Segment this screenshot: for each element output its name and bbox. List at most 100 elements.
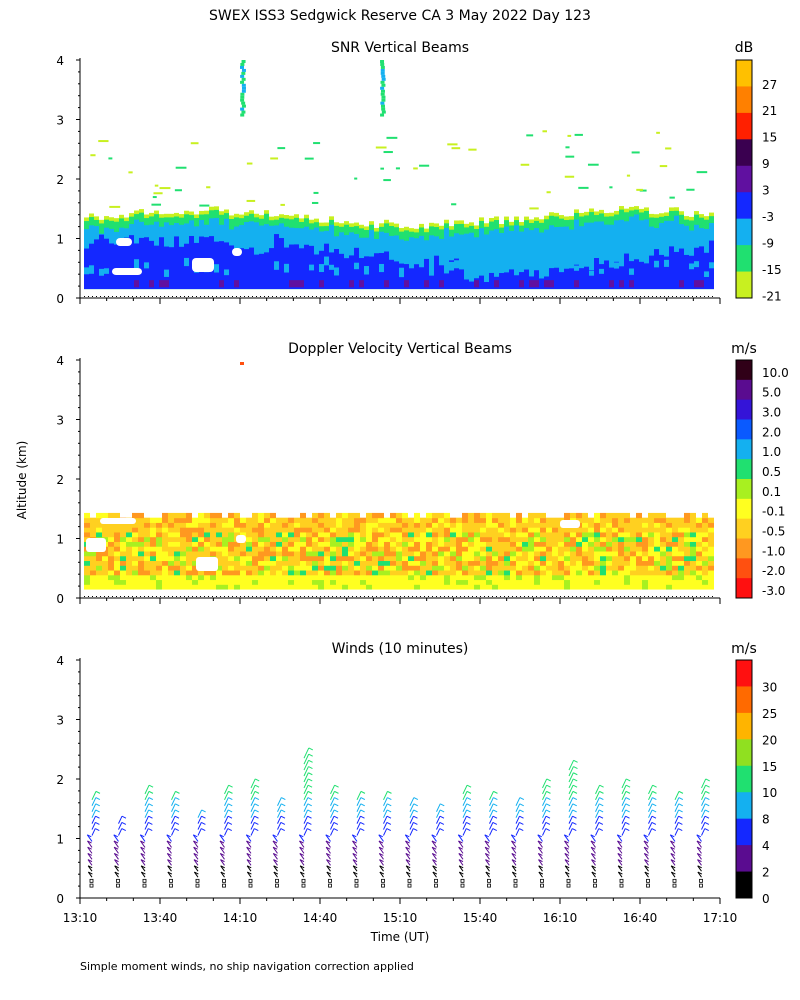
doppler-cell	[468, 527, 474, 533]
baseline-dot	[156, 596, 157, 597]
doppler-cell	[324, 550, 330, 557]
wind-barb-feather	[484, 846, 490, 850]
wind-barb-feather	[299, 834, 304, 838]
wind-barb	[697, 865, 702, 872]
wind-barb	[436, 815, 441, 824]
wind-barb	[245, 834, 252, 842]
doppler-cell	[504, 579, 510, 585]
doppler-cell	[660, 522, 666, 528]
doppler-cell	[186, 570, 192, 576]
doppler-cell	[678, 541, 684, 547]
doppler-cell	[600, 517, 606, 523]
baseline-dot	[168, 596, 169, 597]
snr-cell	[289, 280, 294, 288]
doppler-cell	[156, 536, 162, 542]
doppler-cell	[186, 560, 192, 566]
doppler-cell	[312, 574, 318, 581]
doppler-cell	[360, 546, 366, 552]
doppler-cell	[402, 546, 408, 552]
snr-cell	[664, 259, 669, 267]
doppler-cell	[90, 527, 96, 533]
doppler-cell	[150, 531, 156, 538]
wind-barb	[197, 815, 202, 824]
doppler-cell	[588, 574, 594, 581]
doppler-cell	[174, 560, 180, 566]
wind-barb-feather	[485, 871, 491, 875]
baseline-dot	[464, 296, 465, 297]
wind-barb-feather	[705, 784, 710, 788]
baseline-dot	[112, 596, 113, 597]
doppler-cell	[474, 531, 480, 538]
doppler-cell	[114, 560, 120, 566]
doppler-cell	[396, 512, 402, 519]
wind-barb-feather	[352, 840, 357, 844]
doppler-cell	[384, 531, 390, 538]
doppler-cell	[540, 541, 546, 547]
doppler-cell	[336, 546, 342, 552]
doppler-cell	[186, 565, 192, 571]
baseline-dot	[496, 596, 497, 597]
doppler-cell	[618, 522, 624, 528]
doppler-cell	[624, 517, 630, 523]
baseline-dot	[652, 596, 653, 597]
doppler-cell	[582, 565, 588, 571]
doppler-cell	[294, 517, 300, 523]
doppler-cell	[510, 517, 516, 523]
doppler-cell	[144, 579, 150, 585]
doppler-cell	[552, 565, 558, 571]
doppler-cell	[426, 522, 432, 528]
doppler-gap	[100, 518, 136, 524]
doppler-cell	[558, 527, 564, 533]
wind-barb-feather	[545, 809, 551, 813]
wind-barb	[171, 803, 176, 812]
doppler-cell	[636, 531, 642, 538]
snr-cell	[240, 80, 245, 84]
wind-barb-feather	[492, 828, 497, 832]
baseline-dot	[176, 596, 177, 597]
baseline-dot	[100, 596, 101, 597]
doppler-cell	[132, 565, 138, 571]
wind-barb	[91, 822, 96, 830]
snr-cell	[151, 203, 162, 206]
doppler-cell	[240, 555, 246, 562]
doppler-cell	[444, 531, 450, 538]
wind-barb-feather	[166, 840, 172, 844]
wind-barb	[643, 840, 649, 848]
doppler-cell	[342, 536, 348, 542]
doppler-cell	[660, 527, 666, 533]
snr-cell	[654, 249, 659, 290]
wind-barb	[383, 803, 388, 812]
wind-barb	[250, 809, 256, 818]
baseline-dot	[228, 596, 229, 597]
snr-cell	[254, 254, 259, 290]
doppler-cell	[570, 555, 576, 562]
wind-barb	[489, 797, 494, 806]
doppler-cell	[180, 517, 186, 523]
wind-barb	[643, 834, 649, 842]
baseline-dot	[164, 596, 165, 597]
doppler-cell	[312, 565, 318, 571]
doppler-cell	[612, 584, 618, 590]
wind-barb	[489, 822, 494, 830]
wind-barb	[299, 846, 305, 854]
doppler-cell	[330, 570, 336, 576]
calm-marker	[116, 878, 120, 883]
doppler-cell	[210, 584, 216, 590]
baseline-dot	[508, 596, 509, 597]
doppler-cell	[408, 541, 414, 547]
baseline-dot	[260, 596, 261, 597]
doppler-cell	[498, 570, 504, 576]
calm-marker	[593, 883, 597, 888]
snr-cell	[574, 265, 579, 271]
doppler-cell	[300, 555, 306, 562]
wind-barb-feather	[678, 821, 683, 825]
doppler-cell	[576, 517, 582, 523]
doppler-cell	[270, 560, 276, 566]
doppler-cell	[264, 517, 270, 523]
wind-barb	[542, 791, 547, 801]
doppler-cell	[636, 522, 642, 528]
baseline-dot	[292, 596, 293, 597]
doppler-cell	[96, 574, 102, 581]
wind-barb	[511, 853, 517, 860]
wind-barb-feather	[617, 859, 623, 863]
